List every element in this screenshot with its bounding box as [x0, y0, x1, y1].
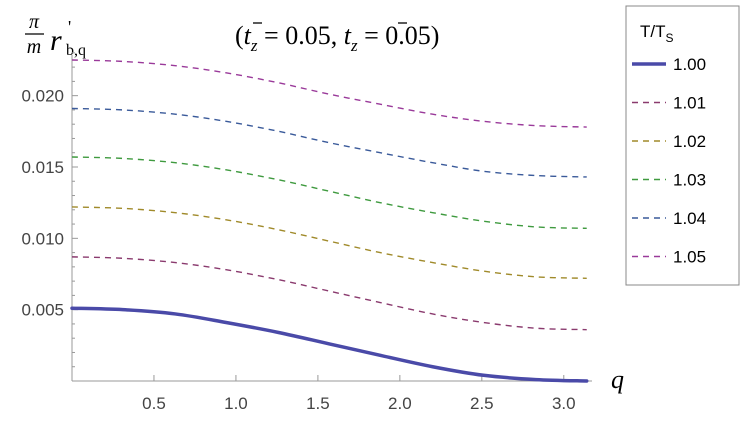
- x-tick-label: 2.5: [470, 394, 494, 413]
- series-line-1.05: [71, 59, 587, 128]
- legend-box: [625, 5, 740, 286]
- legend-title-sub: S: [666, 31, 674, 45]
- legend-items: 1.00 1.01 1.02 1.03 1.04 1.05: [632, 55, 706, 267]
- series-lines: [70, 59, 589, 383]
- series-line-1.00: [70, 306, 589, 383]
- legend-label-1.01: 1.01: [673, 94, 706, 113]
- title-t1: t: [244, 21, 252, 50]
- x-tick-label: 2.0: [388, 394, 412, 413]
- y-tick-label: 0.010: [21, 229, 64, 248]
- series-line-1.04: [71, 107, 587, 178]
- legend-title: T/TS: [640, 22, 674, 45]
- legend-title-main: T/T: [640, 22, 666, 41]
- title-s1: z: [250, 36, 258, 55]
- y-tick-label: 0.005: [21, 301, 64, 320]
- y-tick-label: 0.015: [21, 158, 64, 177]
- legend-label-1.03: 1.03: [673, 171, 706, 190]
- series-line-1.03: [71, 156, 587, 230]
- y-ticks: 0.005 0.010 0.015 0.020: [21, 52, 78, 368]
- chart-title: (tz = 0.05, tz = 0.05): [235, 21, 439, 55]
- x-tick-label: 0.5: [142, 394, 166, 413]
- legend-label-1.05: 1.05: [673, 248, 706, 267]
- x-axis-label: q: [611, 365, 624, 394]
- ylabel-sub: b,q: [66, 42, 86, 59]
- series-line-1.02: [71, 206, 587, 279]
- legend-label-1.02: 1.02: [673, 132, 706, 151]
- x-tick-label: 1.5: [306, 394, 330, 413]
- ylabel-r: r: [50, 24, 62, 57]
- y-tick-label: 0.020: [21, 87, 64, 106]
- title-rparen: ): [431, 21, 440, 50]
- series-line-1.01: [71, 256, 587, 331]
- x-tick-label: 3.0: [552, 394, 576, 413]
- title-s2: z: [350, 36, 358, 55]
- legend-label-1.00: 1.00: [673, 55, 706, 74]
- x-tick-label: 1.0: [224, 394, 248, 413]
- legend-label-1.04: 1.04: [673, 209, 706, 228]
- ylabel-pi: π: [29, 11, 40, 33]
- x-ticks: 0.5 1.0 1.5 2.0 2.5 3.0: [142, 375, 576, 413]
- title-t2: t: [344, 21, 352, 50]
- title-v2: = 0.05: [358, 21, 431, 50]
- y-axis-label: π m r ' b,q: [25, 11, 86, 59]
- ylabel-prime: ': [68, 17, 71, 37]
- ylabel-m: m: [27, 36, 41, 58]
- title-v1: = 0.05,: [258, 21, 344, 50]
- title-lparen: (: [235, 21, 244, 50]
